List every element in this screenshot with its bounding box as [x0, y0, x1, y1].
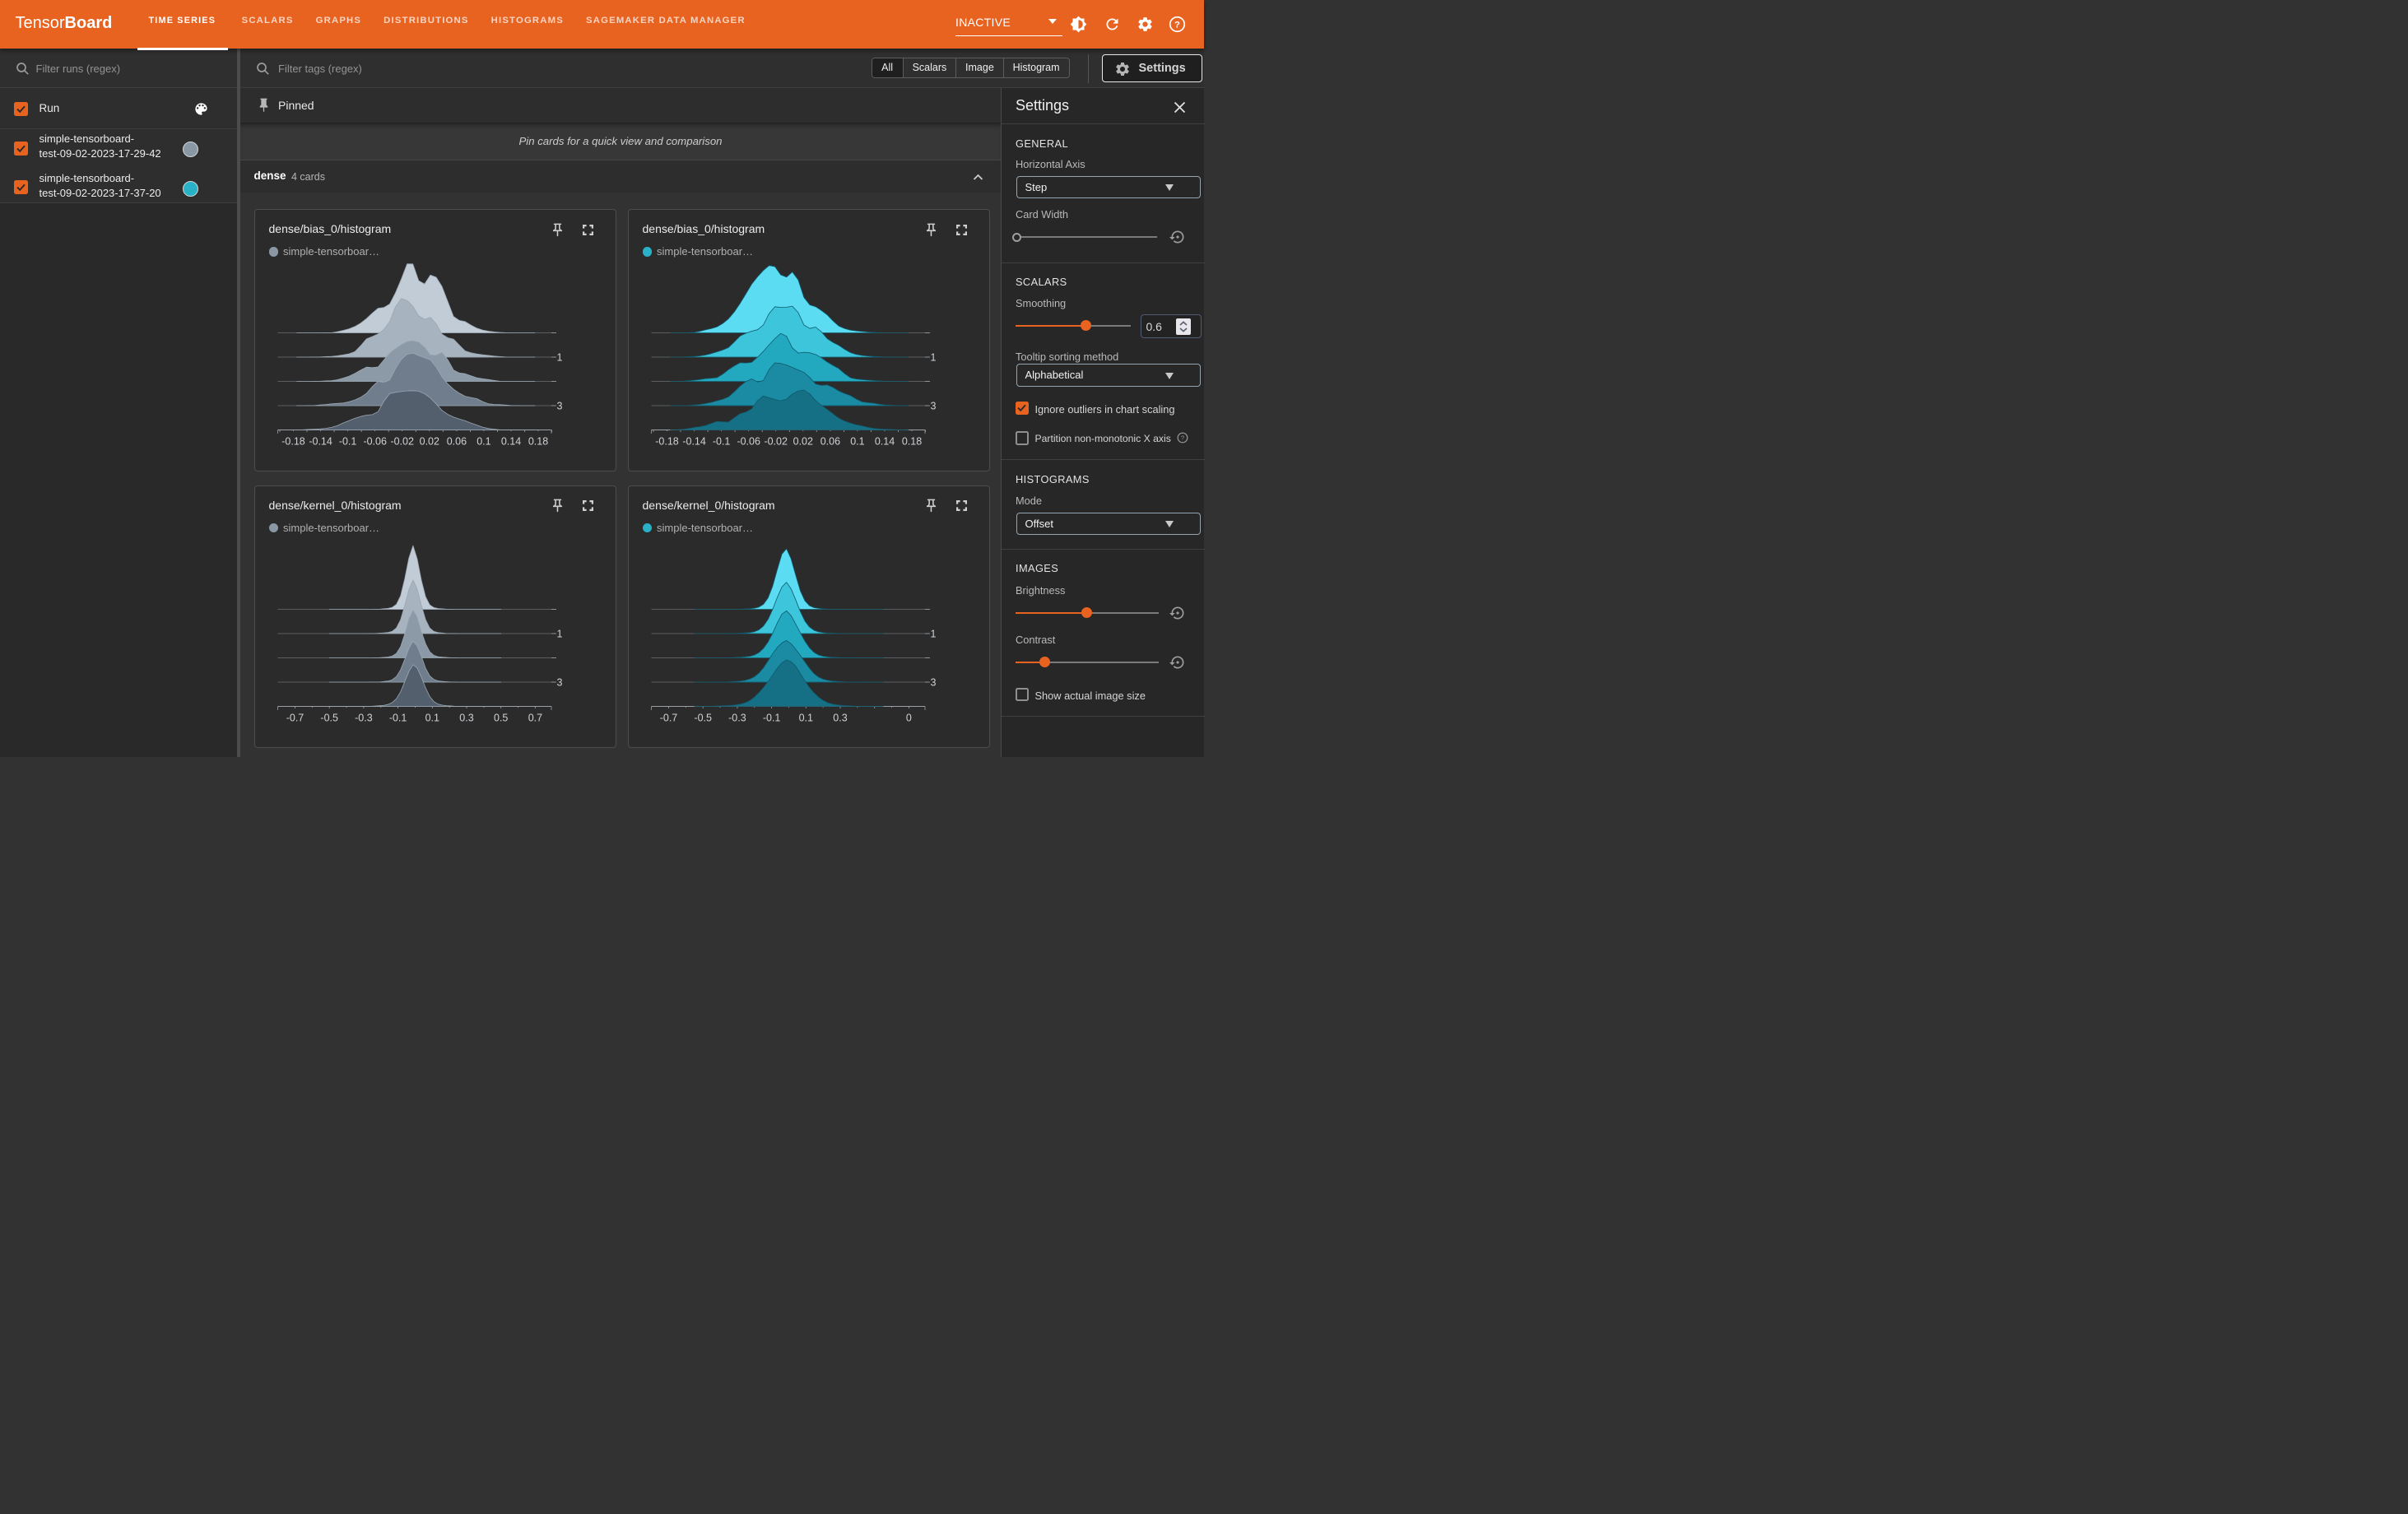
svg-text:-0.7: -0.7: [286, 712, 304, 723]
svg-text:-0.18: -0.18: [281, 436, 305, 448]
svg-text:-0.5: -0.5: [320, 712, 338, 723]
svg-text:-0.14: -0.14: [682, 436, 706, 448]
svg-text:1: 1: [556, 352, 562, 364]
svg-text:-0.5: -0.5: [694, 712, 712, 723]
svg-text:0.06: 0.06: [820, 436, 839, 448]
svg-text:0.1: 0.1: [850, 436, 864, 448]
svg-text:3: 3: [930, 401, 936, 412]
svg-text:0.7: 0.7: [528, 712, 542, 723]
svg-text:0.18: 0.18: [528, 436, 547, 448]
svg-text:0.06: 0.06: [446, 436, 466, 448]
svg-text:0.14: 0.14: [874, 436, 894, 448]
svg-text:-0.18: -0.18: [655, 436, 679, 448]
svg-text:0.02: 0.02: [419, 436, 439, 448]
svg-text:0.1: 0.1: [798, 712, 812, 723]
svg-text:-0.06: -0.06: [363, 436, 387, 448]
svg-text:3: 3: [556, 676, 562, 688]
svg-text:-0.02: -0.02: [764, 436, 788, 448]
svg-text:-0.3: -0.3: [728, 712, 746, 723]
svg-text:1: 1: [930, 352, 936, 364]
svg-text:-0.1: -0.1: [762, 712, 780, 723]
svg-text:0.14: 0.14: [500, 436, 520, 448]
svg-text:-0.14: -0.14: [309, 436, 332, 448]
svg-text:3: 3: [556, 401, 562, 412]
svg-text:-0.3: -0.3: [355, 712, 373, 723]
svg-text:0.18: 0.18: [901, 436, 921, 448]
svg-text:1: 1: [930, 628, 936, 639]
svg-text:0: 0: [905, 712, 911, 723]
svg-text:0.02: 0.02: [793, 436, 812, 448]
svg-text:-0.06: -0.06: [737, 436, 760, 448]
svg-text:0.1: 0.1: [476, 436, 490, 448]
svg-text:-0.02: -0.02: [390, 436, 414, 448]
svg-text:1: 1: [556, 628, 562, 639]
svg-text:0.3: 0.3: [833, 712, 847, 723]
svg-text:-0.7: -0.7: [659, 712, 677, 723]
svg-text:?: ?: [1180, 434, 1183, 441]
svg-text:0.5: 0.5: [494, 712, 508, 723]
svg-text:-0.1: -0.1: [712, 436, 730, 448]
svg-text:-0.1: -0.1: [388, 712, 407, 723]
svg-text:?: ?: [1174, 21, 1180, 30]
svg-text:0.1: 0.1: [425, 712, 439, 723]
svg-text:0.3: 0.3: [459, 712, 473, 723]
svg-text:3: 3: [930, 676, 936, 688]
svg-text:-0.1: -0.1: [338, 436, 356, 448]
